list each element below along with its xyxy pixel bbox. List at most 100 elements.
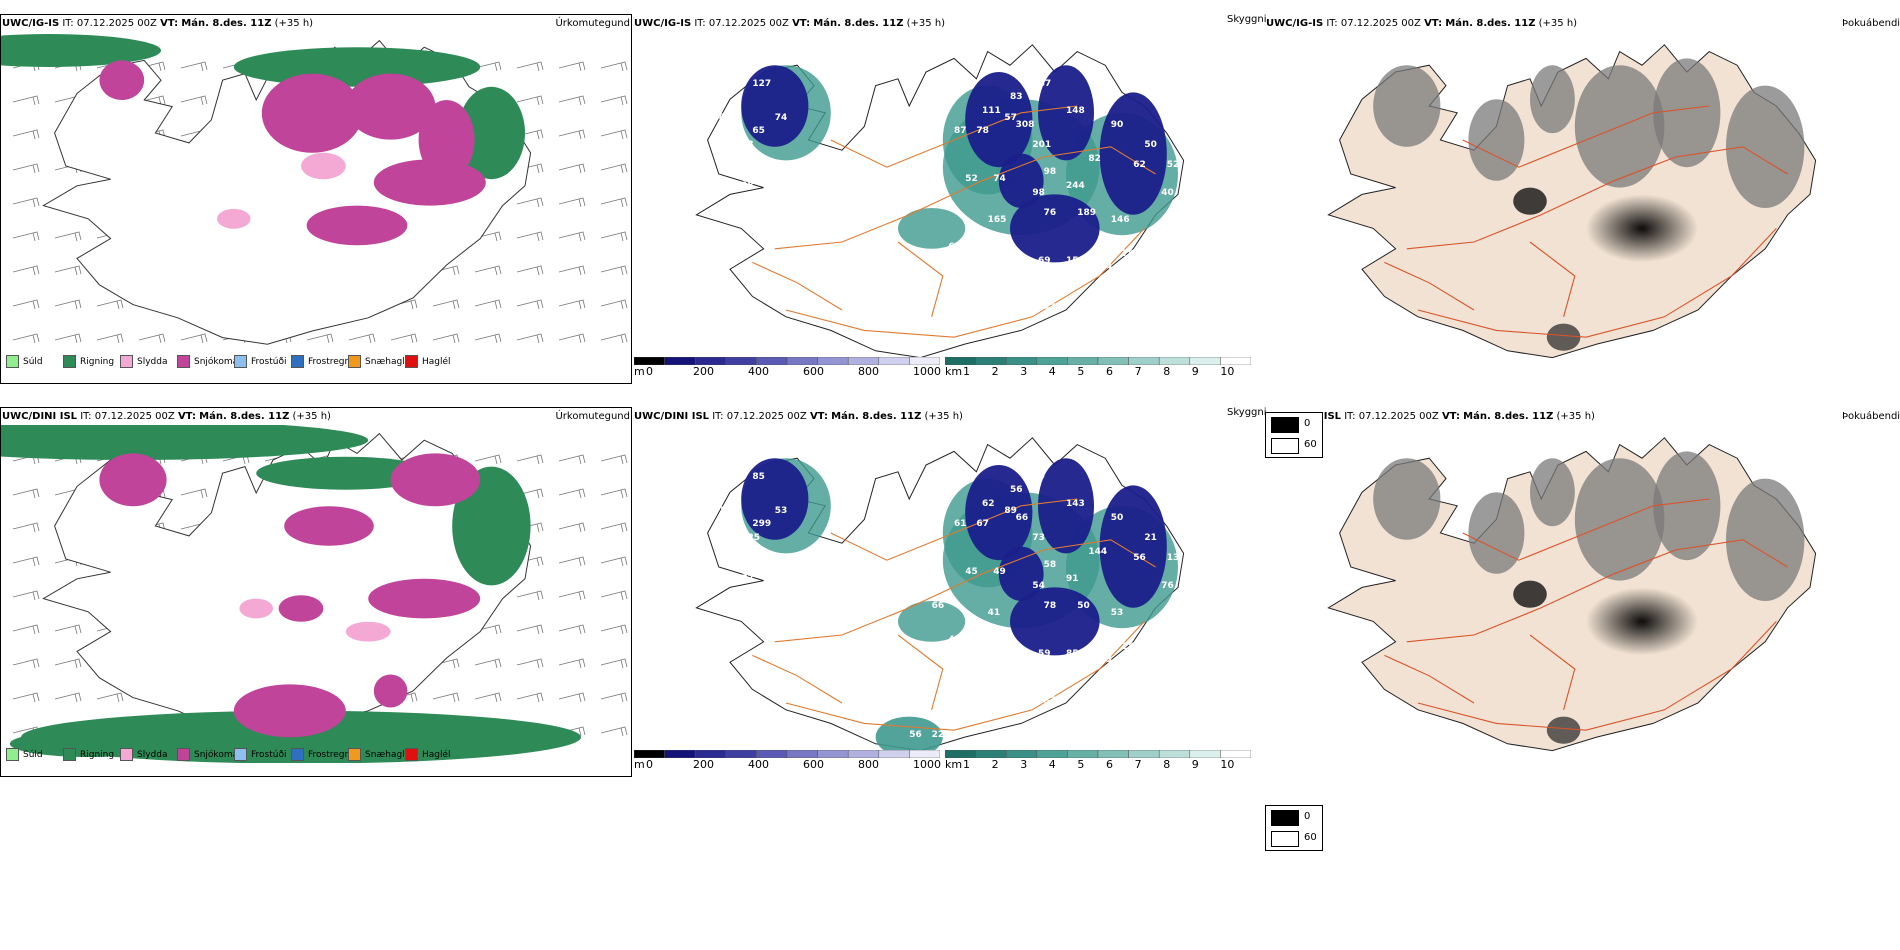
- wind-barb: [474, 61, 502, 72]
- legend-swatch: [348, 355, 361, 368]
- peak-elevation-label: 146: [1110, 214, 1130, 225]
- peak-elevation-label: 63: [965, 669, 978, 679]
- legend-label: Snæhagl: [365, 356, 405, 367]
- lead-time: (+35 h): [924, 411, 963, 422]
- road-line: [774, 146, 1156, 250]
- peak-elevation-label: 69: [1038, 255, 1051, 266]
- peak-elevation-label: 87: [954, 126, 967, 137]
- panel-header: UWC/IG-IS IT: 07.12.2025 00Z VT: Mán. 8.…: [634, 18, 945, 29]
- it-value: 07.12.2025 00Z: [1340, 18, 1421, 29]
- peak-elevation-label: 76: [1161, 580, 1174, 591]
- wind-barb: [558, 197, 586, 208]
- wind-barb: [12, 522, 40, 533]
- peak-elevation-label: 74: [993, 174, 1006, 184]
- wind-barb: [12, 197, 40, 208]
- lead-time: (+35 h): [274, 18, 314, 29]
- precip-area: [1038, 65, 1094, 161]
- visibility-tick: 2: [991, 365, 999, 378]
- it-value: 07.12.2025 00Z: [1358, 411, 1439, 422]
- precip-area: [1653, 58, 1721, 168]
- legend-label: Snjókoma: [194, 356, 239, 367]
- panel-header: UWC/DINI ISL IT: 07.12.2025 00Z VT: Mán.…: [2, 411, 331, 422]
- precip-area: [390, 453, 481, 507]
- peak-elevation-label: 37: [1043, 696, 1057, 707]
- colorbar-cell: [1128, 750, 1160, 758]
- dense-fog-area: [1546, 716, 1581, 744]
- wind-barb: [558, 129, 586, 140]
- colorbar-cell: [756, 750, 788, 758]
- legend-label: Súld: [23, 749, 43, 760]
- wind-barb: [390, 333, 418, 344]
- legend-swatch: [120, 355, 133, 368]
- wind-barb: [558, 624, 586, 635]
- precip-area: [1726, 478, 1805, 601]
- peak-elevation-label: 85: [1066, 648, 1079, 659]
- fog-map: [1327, 44, 1817, 359]
- wind-barb: [12, 95, 40, 106]
- wind-barb: [558, 556, 586, 567]
- colorbar-cell: [634, 750, 665, 758]
- colorbar-cell: [817, 750, 849, 758]
- peak-elevation-label: 57: [1004, 112, 1017, 123]
- legend-swatch: [6, 748, 19, 761]
- peak-elevation-label: 73: [1032, 533, 1045, 543]
- lead-time: (+35 h): [906, 18, 946, 29]
- fog-legend-box: 0 60: [1265, 412, 1323, 458]
- peak-elevation-label: 66: [758, 174, 771, 184]
- elevation-tick: 1000: [913, 758, 941, 771]
- wind-barb: [600, 590, 628, 601]
- wind-barb: [600, 522, 628, 533]
- wind-barb: [180, 488, 208, 499]
- peak-elevation-label: 53: [1110, 607, 1124, 618]
- panel-title-fog: Þokuábendi: [1842, 411, 1900, 422]
- peak-elevation-label: 28: [1122, 641, 1135, 652]
- colorbar-cell: [975, 357, 1007, 365]
- legend-item: Snjókoma: [177, 355, 238, 368]
- legend-swatch: [177, 355, 190, 368]
- colorbar-cell: [1158, 750, 1191, 758]
- it-label: IT:: [694, 18, 706, 29]
- elevation-tick: 200: [693, 758, 714, 771]
- legend-label: Frostúði: [251, 749, 287, 760]
- vt-value: Mán. 8.des. 11Z: [813, 18, 904, 29]
- precip-area: [965, 72, 1033, 168]
- it-value: 07.12.2025 00Z: [76, 18, 157, 29]
- peak-elevation-label: 62: [982, 499, 995, 509]
- legend-label: Frostregn: [308, 356, 351, 367]
- precip-area: [256, 456, 436, 490]
- wind-barb: [558, 692, 586, 703]
- colorbar-cell: [1189, 357, 1221, 365]
- visibility-tick: 4: [1048, 758, 1056, 771]
- legend-item: Slydda: [120, 355, 167, 368]
- road-line: [1384, 261, 1475, 311]
- precip-area: [875, 716, 943, 758]
- precip-area: [1, 425, 369, 460]
- peak-elevation-label: 62: [1133, 160, 1146, 171]
- it-value: 07.12.2025 00Z: [94, 411, 175, 422]
- road-line: [1462, 105, 1710, 168]
- vt-label: VT:: [1441, 411, 1460, 422]
- peak-elevation-label: 77: [741, 573, 754, 584]
- legend-label: Súld: [23, 356, 43, 367]
- visibility-tick: 6: [1106, 365, 1113, 378]
- elevation-unit: m: [634, 365, 645, 378]
- peak-elevation-label: 56: [909, 730, 922, 741]
- elevation-tick: 400: [748, 758, 769, 771]
- colorbar-cell: [975, 750, 1007, 758]
- peak-elevation-label: 83: [1010, 92, 1023, 103]
- fog-swatch-dense: [1271, 810, 1299, 826]
- colorbar-cell: [1097, 750, 1129, 758]
- wind-barb: [432, 692, 460, 703]
- road-line: [774, 539, 1156, 643]
- visibility-tick: 10: [1220, 365, 1235, 378]
- precip-area: [233, 684, 346, 738]
- wind-barb: [516, 95, 544, 106]
- legend-swatch: [405, 355, 418, 368]
- visibility-tick: 2: [991, 758, 999, 771]
- precip-area: [261, 73, 363, 153]
- it-label: IT:: [1326, 18, 1338, 29]
- wind-barb: [600, 163, 628, 174]
- wind-barb: [96, 692, 124, 703]
- panel-header: UWC/DINI ISL IT: 07.12.2025 00Z VT: Mán.…: [634, 411, 963, 422]
- precip-area: [1726, 85, 1805, 208]
